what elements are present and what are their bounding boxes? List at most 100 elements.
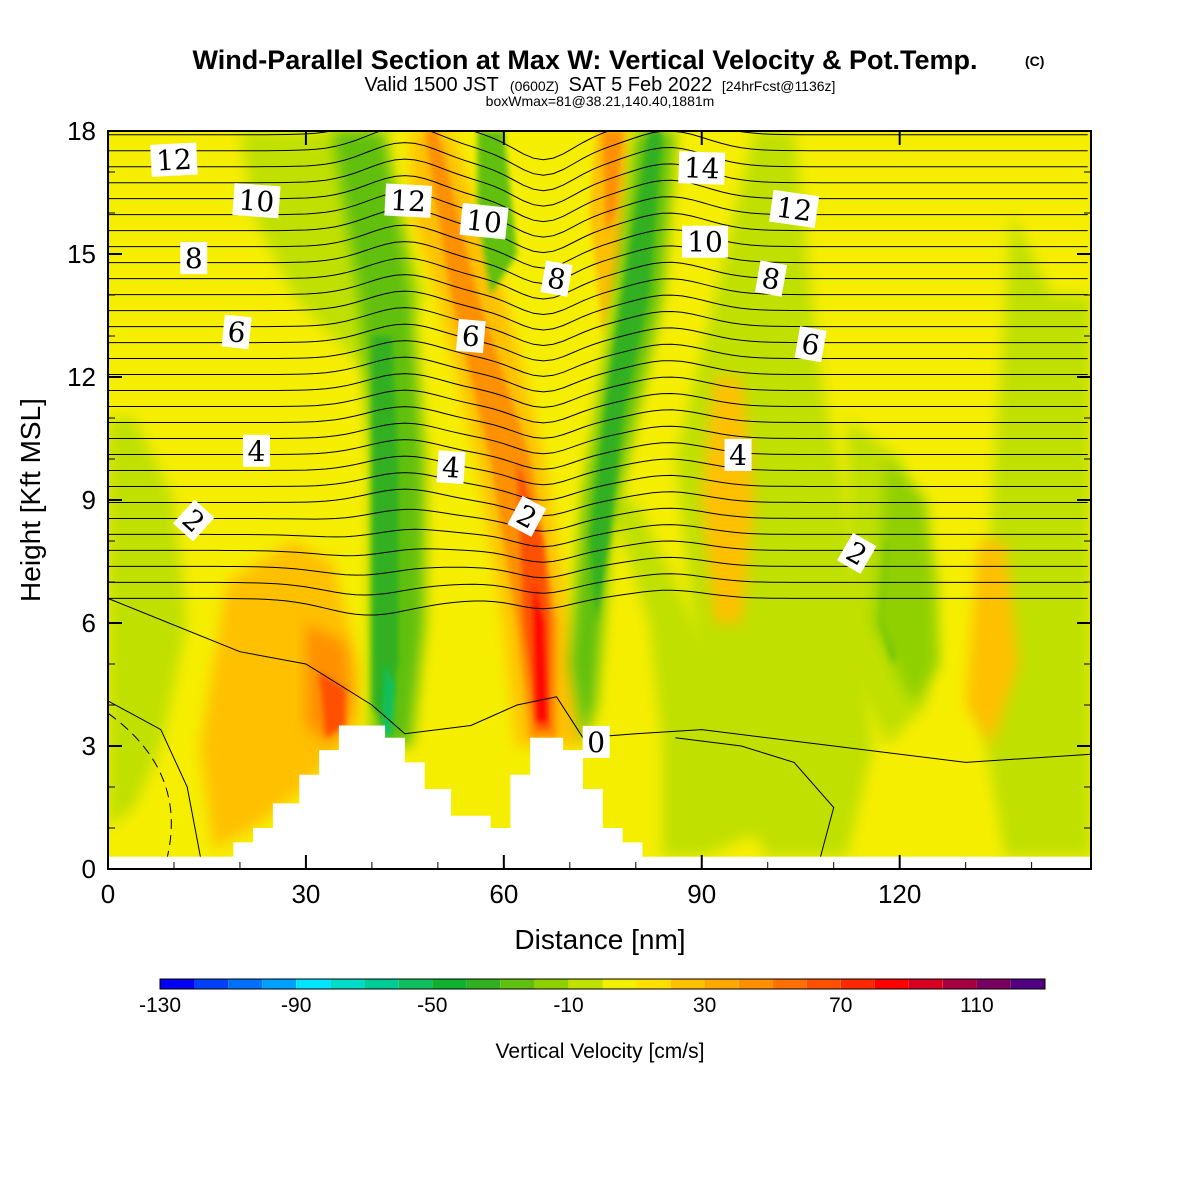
velocity-region <box>965 541 1019 746</box>
contour-label-box <box>232 183 281 219</box>
y-tick-label: 0 <box>82 854 96 884</box>
theta-contour <box>108 373 1088 408</box>
contour-label-text: 4 <box>248 435 266 468</box>
x-tick-label: 30 <box>291 879 320 909</box>
contour-label: 0 <box>582 725 610 759</box>
contour-label-box <box>173 499 215 542</box>
theta-contour <box>108 356 1088 393</box>
contour-label-text: 4 <box>729 439 747 472</box>
contour-label-text: 12 <box>774 191 814 229</box>
contour-label-box <box>754 260 788 297</box>
contour-label-box <box>540 260 573 297</box>
y-tick-label: 6 <box>82 608 96 638</box>
theta-contour <box>108 241 1088 285</box>
colorbar-swatch <box>330 979 365 989</box>
x-tick-label: 0 <box>101 879 115 909</box>
contour-label-text: 6 <box>460 319 481 353</box>
velocity-region <box>602 131 623 234</box>
theta-contour <box>108 340 1088 377</box>
theta-contour-dashed <box>108 712 172 857</box>
potential-temperature-contours <box>108 131 1091 857</box>
theta-contour <box>108 208 1088 254</box>
colorbar-swatch <box>228 979 263 989</box>
theta-contour <box>108 142 1088 192</box>
contour-label: 6 <box>221 314 252 350</box>
contour-label-box <box>507 495 547 537</box>
colorbar-swatch <box>194 979 228 989</box>
contour-label-box <box>682 225 729 258</box>
colorbar-swatch <box>976 979 1011 989</box>
copyright-mark: (C) <box>1025 53 1044 69</box>
contour-label-text: 8 <box>185 242 203 275</box>
chart-title: Wind-Parallel Section at Max W: Vertical… <box>193 45 978 75</box>
theta-contour <box>108 573 1088 596</box>
contour-label: 12 <box>384 183 432 219</box>
theta-contour <box>108 131 1088 161</box>
contour-label: 10 <box>459 202 509 240</box>
contour-label-text: 0 <box>587 726 605 759</box>
contour-label-text: 8 <box>545 261 568 297</box>
contour-label-box <box>724 438 752 471</box>
contour-label-text: 8 <box>759 261 782 297</box>
theta-contour <box>108 700 201 857</box>
contour-label: 12 <box>769 189 820 229</box>
contour-label-text: 6 <box>226 315 247 350</box>
contour-label-text: 6 <box>799 327 822 363</box>
colorbar-tick-label: 110 <box>960 994 993 1017</box>
colorbar-tick-label: -130 <box>139 994 181 1017</box>
contour-label: 6 <box>794 326 827 363</box>
contour-label-text: 12 <box>155 143 192 178</box>
contour-label: 10 <box>232 183 281 219</box>
theta-contour <box>108 439 1088 470</box>
contour-label: 6 <box>456 318 486 354</box>
chart-subtitle: Valid 1500 JST (0600Z) SAT 5 Feb 2022 [2… <box>365 74 836 96</box>
velocity-region <box>533 582 547 722</box>
velocity-region <box>609 500 834 857</box>
contour-label: 4 <box>242 434 270 468</box>
terrain-mountain <box>233 725 643 869</box>
y-tick-label: 15 <box>67 239 96 269</box>
colorbar-swatch <box>670 979 705 989</box>
theta-contour <box>675 737 835 857</box>
theta-contour <box>108 323 1088 362</box>
contour-label-text: 14 <box>683 151 720 185</box>
velocity-region <box>200 541 359 849</box>
colorbar-swatch <box>466 979 501 989</box>
contour-label-box <box>221 314 252 350</box>
contour-label-box <box>459 202 509 240</box>
theta-contour <box>108 224 1088 269</box>
theta-contour <box>108 307 1088 347</box>
contour-label: 4 <box>436 450 466 485</box>
velocity-region <box>371 336 399 726</box>
colorbar-swatch <box>364 979 399 989</box>
colorbar-swatch <box>840 979 875 989</box>
valid-time: Valid 1500 JST <box>365 74 499 96</box>
x-tick-label: 90 <box>687 879 716 909</box>
colorbar-swatch <box>636 979 671 989</box>
x-axis-label: Distance [nm] <box>514 924 685 955</box>
y-tick-label: 18 <box>67 116 96 146</box>
colorbar-frame <box>159 978 1046 990</box>
colorbar-label: Vertical Velocity [cm/s] <box>496 1040 705 1063</box>
velocity-region <box>108 418 188 828</box>
theta-contour <box>108 290 1088 331</box>
forecast-info: [24hrFcst@1136z] <box>722 78 836 94</box>
theta-contour <box>108 597 1091 763</box>
colorbar-tick-label: -10 <box>553 994 583 1017</box>
contour-label-text: 10 <box>237 183 275 218</box>
theta-contour <box>108 158 1088 207</box>
y-tick-label: 12 <box>67 362 96 392</box>
contour-label: 12 <box>150 142 198 178</box>
velocity-region <box>701 377 755 623</box>
theta-contour <box>108 488 1088 517</box>
theta-contour <box>108 589 1088 616</box>
contour-label-box <box>794 326 827 363</box>
contour-label-box <box>150 142 198 177</box>
theta-contour <box>108 472 1088 501</box>
colorbar-tick-label: -50 <box>417 994 447 1017</box>
velocity-region <box>319 672 346 738</box>
x-tick-label: 120 <box>878 879 921 909</box>
theta-contour <box>108 540 1088 563</box>
